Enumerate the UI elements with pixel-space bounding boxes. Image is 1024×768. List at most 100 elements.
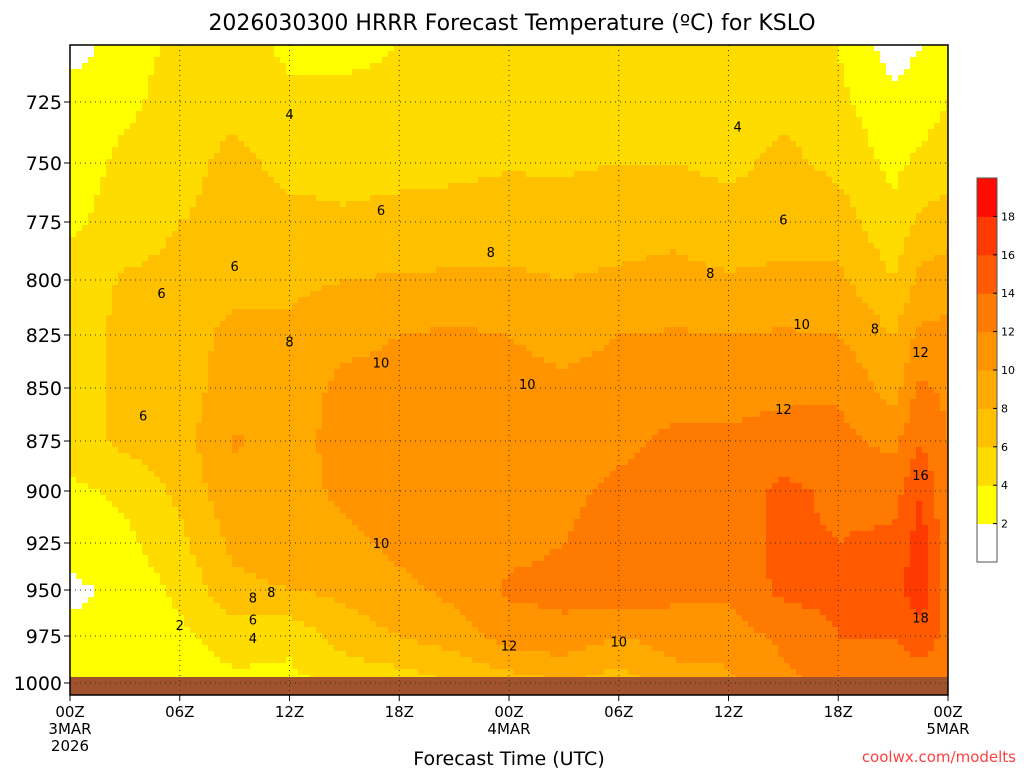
temperature-cell — [754, 123, 761, 130]
temperature-cell — [292, 117, 299, 124]
temperature-cell — [778, 159, 785, 166]
temperature-cell — [754, 129, 761, 136]
temperature-cell — [202, 141, 209, 148]
temperature-cell — [826, 189, 833, 196]
temperature-cell — [304, 231, 311, 238]
temperature-cell — [670, 105, 677, 112]
temperature-cell — [856, 147, 863, 154]
temperature-cell — [688, 195, 695, 202]
temperature-cell — [820, 153, 827, 160]
temperature-cell — [556, 219, 563, 226]
temperature-cell — [100, 183, 107, 190]
temperature-cell — [862, 183, 869, 190]
temperature-cell — [424, 117, 431, 124]
temperature-cell — [514, 69, 521, 76]
temperature-cell — [202, 243, 209, 250]
temperature-cell — [130, 99, 137, 106]
temperature-cell — [514, 105, 521, 112]
temperature-cell — [364, 135, 371, 142]
temperature-cell — [922, 111, 929, 118]
temperature-cell — [358, 129, 365, 136]
temperature-cell — [280, 141, 287, 148]
temperature-cell — [88, 129, 95, 136]
temperature-cell — [784, 45, 791, 52]
temperature-cell — [622, 213, 629, 220]
temperature-cell — [412, 141, 419, 148]
temperature-cell — [196, 219, 203, 226]
temperature-cell — [592, 195, 599, 202]
temperature-cell — [940, 45, 947, 52]
temperature-cell — [280, 171, 287, 178]
temperature-cell — [208, 219, 215, 226]
temperature-cell — [118, 213, 125, 220]
temperature-cell — [226, 87, 233, 94]
temperature-cell — [322, 63, 329, 70]
temperature-cell — [406, 165, 413, 172]
temperature-cell — [202, 183, 209, 190]
temperature-cell — [538, 237, 545, 244]
temperature-cell — [826, 165, 833, 172]
temperature-cell — [478, 219, 485, 226]
temperature-cell — [448, 195, 455, 202]
temperature-cell — [334, 207, 341, 214]
temperature-cell — [670, 213, 677, 220]
temperature-cell — [352, 213, 359, 220]
temperature-cell — [430, 87, 437, 94]
temperature-cell — [910, 81, 917, 88]
temperature-cell — [628, 171, 635, 178]
temperature-cell — [670, 207, 677, 214]
temperature-cell — [382, 135, 389, 142]
temperature-cell — [562, 153, 569, 160]
temperature-cell — [232, 129, 239, 136]
temperature-cell — [334, 213, 341, 220]
temperature-cell — [370, 147, 377, 154]
temperature-cell — [574, 195, 581, 202]
temperature-cell — [142, 63, 149, 70]
temperature-cell — [256, 51, 263, 58]
temperature-cell — [922, 237, 929, 244]
temperature-cell — [232, 201, 239, 208]
temperature-cell — [808, 207, 815, 214]
temperature-cell — [376, 111, 383, 118]
temperature-cell — [292, 225, 299, 232]
temperature-cell — [838, 45, 845, 52]
temperature-cell — [934, 141, 941, 148]
temperature-cell — [370, 93, 377, 100]
temperature-cell — [712, 111, 719, 118]
temperature-cell — [538, 189, 545, 196]
temperature-cell — [868, 129, 875, 136]
temperature-cell — [688, 111, 695, 118]
temperature-cell — [592, 45, 599, 52]
temperature-cell — [268, 237, 275, 244]
temperature-cell — [322, 177, 329, 184]
temperature-cell — [850, 201, 857, 208]
temperature-cell — [124, 87, 131, 94]
temperature-cell — [316, 237, 323, 244]
temperature-cell — [670, 177, 677, 184]
temperature-cell — [838, 57, 845, 64]
temperature-cell — [346, 243, 353, 250]
temperature-cell — [772, 117, 779, 124]
temperature-cell — [604, 207, 611, 214]
temperature-cell — [928, 189, 935, 196]
temperature-cell — [292, 147, 299, 154]
temperature-cell — [616, 159, 623, 166]
temperature-cell — [922, 183, 929, 190]
temperature-cell — [94, 51, 101, 58]
temperature-cell — [106, 207, 113, 214]
temperature-cell — [502, 201, 509, 208]
temperature-cell — [862, 51, 869, 58]
temperature-cell — [652, 171, 659, 178]
temperature-cell — [124, 219, 131, 226]
temperature-cell — [322, 153, 329, 160]
temperature-cell — [238, 177, 245, 184]
temperature-cell — [274, 225, 281, 232]
temperature-cell — [622, 195, 629, 202]
temperature-cell — [256, 183, 263, 190]
temperature-cell — [640, 231, 647, 238]
temperature-cell — [304, 147, 311, 154]
temperature-cell — [550, 105, 557, 112]
temperature-cell — [166, 75, 173, 82]
temperature-cell — [268, 111, 275, 118]
temperature-cell — [184, 51, 191, 58]
